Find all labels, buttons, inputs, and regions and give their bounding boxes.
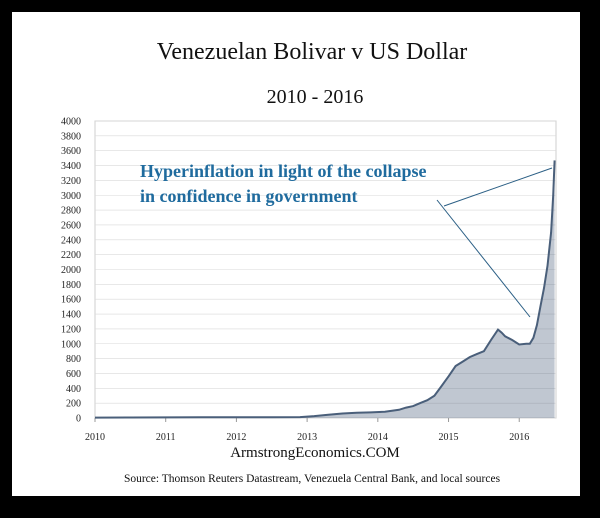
- x-tick-label: 2011: [156, 432, 176, 443]
- annotation-pointer: [436, 199, 531, 318]
- y-tick-label: 3600: [61, 146, 81, 157]
- series-area: [95, 160, 555, 418]
- grid: [94, 120, 557, 419]
- chart-subtitle: 2010 - 2016: [267, 86, 364, 108]
- y-tick-label: 2000: [61, 265, 81, 276]
- y-tick-label: 0: [76, 414, 81, 425]
- chart-title: Venezuelan Bolivar v US Dollar: [157, 39, 468, 65]
- y-tick-label: 3400: [61, 161, 81, 172]
- x-tick-label: 2014: [368, 432, 388, 443]
- annotation-line-2: in confidence in government: [140, 186, 358, 206]
- y-tick-label: 2800: [61, 206, 81, 217]
- y-tick-label: 2400: [61, 235, 81, 246]
- x-tick-label: 2015: [439, 432, 459, 443]
- x-tick-label: 2013: [297, 432, 317, 443]
- y-tick-label: 1600: [61, 295, 81, 306]
- x-tick-label: 2012: [226, 432, 246, 443]
- y-tick-label: 3000: [61, 191, 81, 202]
- brand-label: ArmstrongEconomics.COM: [230, 445, 400, 461]
- x-tick-label: 2010: [85, 432, 105, 443]
- y-axis: 0 200 400 600 800 1000 1200 1400 1600 1800 2000 220…: [61, 117, 81, 425]
- chart-frame: Venezuelan Bolivar v US Dollar 2010 - 20…: [12, 12, 580, 496]
- y-tick-label: 600: [66, 369, 81, 380]
- y-tick-label: 2200: [61, 250, 81, 261]
- source-note: Source: Thomson Reuters Datastream, Vene…: [124, 473, 501, 485]
- y-tick-label: 4000: [61, 117, 81, 128]
- y-tick-label: 1400: [61, 310, 81, 321]
- series-line: [94, 160, 556, 419]
- y-tick-label: 800: [66, 354, 81, 365]
- y-tick-label: 200: [66, 399, 81, 410]
- annotation-pointer: [443, 167, 553, 207]
- y-tick-label: 2600: [61, 220, 81, 231]
- x-tick-label: 2016: [509, 432, 529, 443]
- chart: Venezuelan Bolivar v US Dollar 2010 - 20…: [61, 39, 557, 485]
- y-tick-label: 3200: [61, 176, 81, 187]
- y-tick-label: 1800: [61, 280, 81, 291]
- y-tick-label: 1000: [61, 339, 81, 350]
- annotation-line-1: Hyperinflation in light of the collapse: [140, 161, 427, 181]
- y-tick-label: 400: [66, 384, 81, 395]
- y-tick-label: 3800: [61, 131, 81, 142]
- y-tick-label: 1200: [61, 324, 81, 335]
- x-axis: 2010 2011 2012 2013 2014 2015 2016: [85, 418, 529, 443]
